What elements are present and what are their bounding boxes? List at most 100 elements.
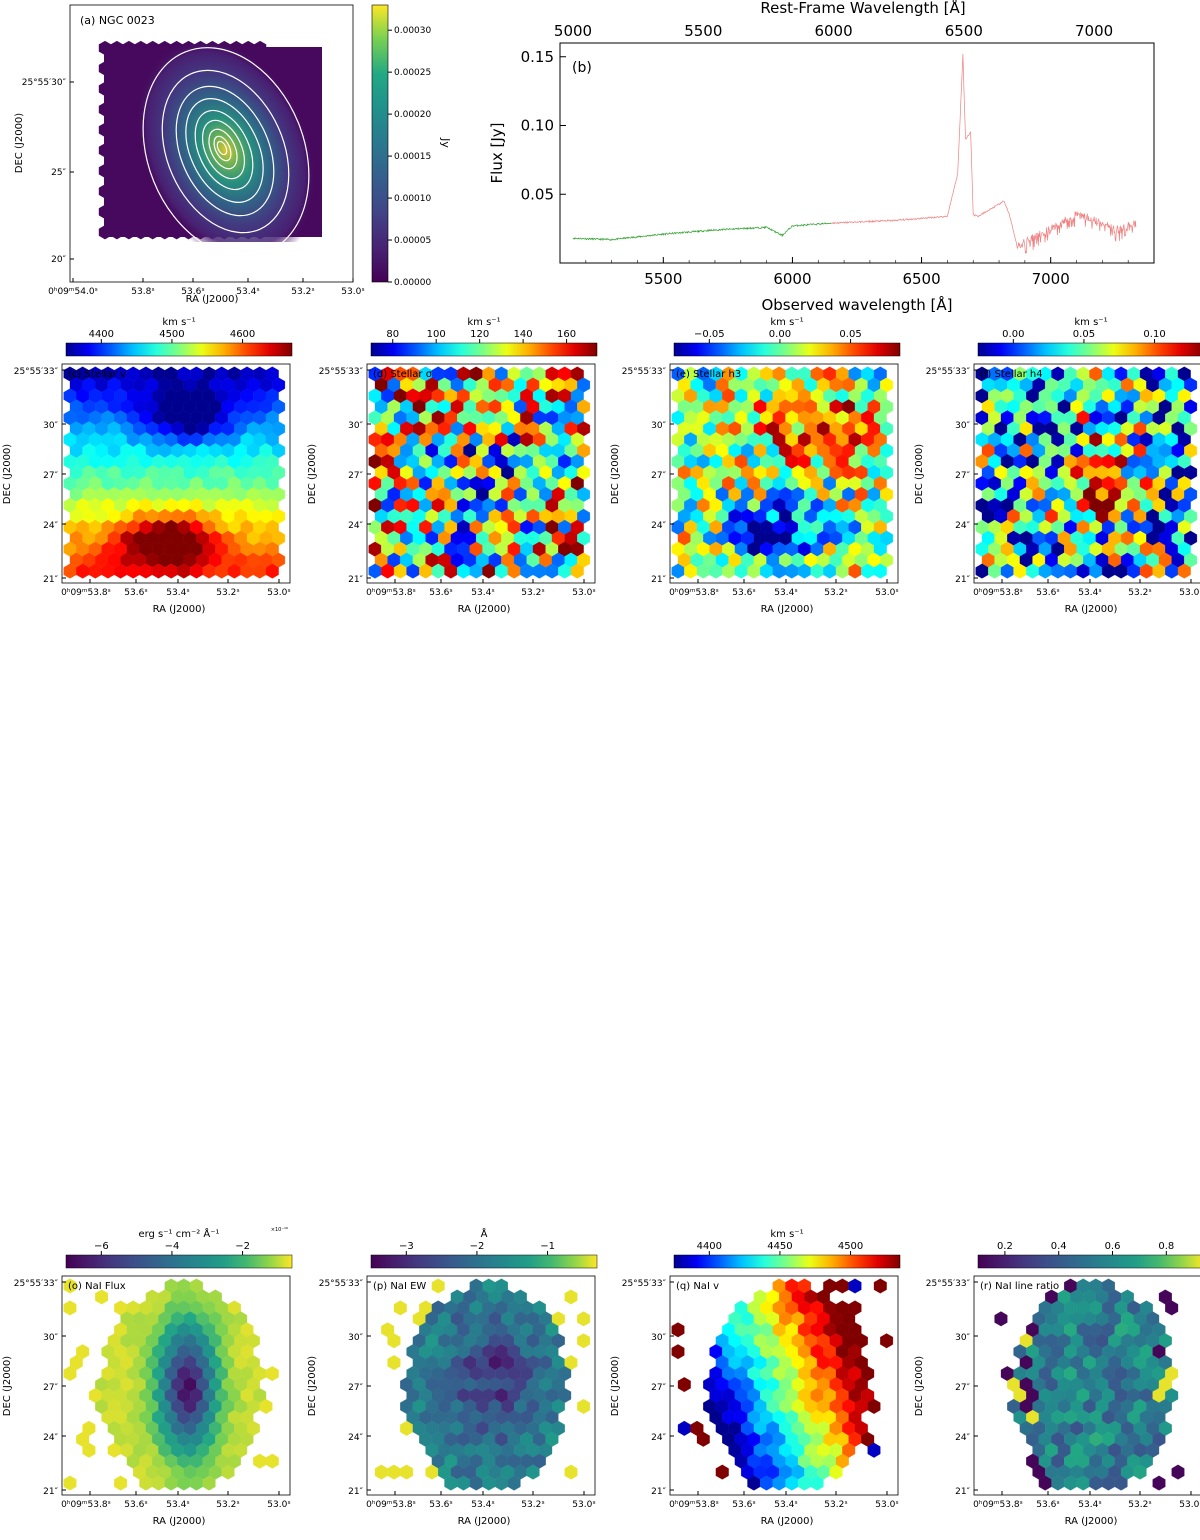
colorbar-tick-r: 0.2: [997, 1241, 1013, 1252]
map-ytick: 24″: [348, 521, 363, 531]
colorbar-p: [370, 1254, 598, 1269]
panel-a-colorbar-tick: 0.00015: [394, 152, 431, 162]
map-ytick: 25°55′33″: [622, 367, 667, 377]
map-xtick: 53.6ˢ: [1036, 588, 1059, 598]
colorbar-tick-f: 0.05: [1073, 329, 1095, 340]
panel-a-xtick: 53.0ˢ: [341, 287, 364, 297]
map-xtick: 53.6ˢ: [429, 588, 452, 598]
map-ytick: 21″: [43, 1487, 58, 1497]
map-xtick: 53.2ˢ: [1128, 1500, 1151, 1510]
map-xtick: 53.6ˢ: [429, 1500, 452, 1510]
contour-level: [175, 85, 275, 217]
map-ylabel: DEC (J2000): [610, 1356, 621, 1416]
panel-a-colorbar-label: Jy: [439, 137, 450, 148]
colorbar-tick-o: −2: [235, 1241, 250, 1252]
panel-b-ytick: 0.05: [521, 185, 554, 203]
map-ylabel: DEC (J2000): [2, 444, 13, 504]
flux-contours: [142, 47, 310, 257]
contour-level: [213, 135, 232, 162]
map-xtick: 53.6ˢ: [732, 588, 755, 598]
map-ytick: 24″: [43, 521, 58, 531]
map-xtick: 0ʰ09ᵐ53.8ˢ: [973, 588, 1023, 598]
colorbar-tick-p: −1: [540, 1241, 555, 1252]
map-ytick: 27″: [348, 471, 363, 481]
map-ytick: 27″: [43, 471, 58, 481]
contour-level: [208, 128, 238, 170]
map-xtick: 53.2ˢ: [216, 1500, 239, 1510]
spectrum-blue-series: [572, 222, 832, 241]
map-ytick: 21″: [348, 1487, 363, 1497]
colorbar-tick-f: 0.10: [1143, 329, 1165, 340]
map-xtick: 53.0ˢ: [572, 588, 595, 598]
map-xtick: 0ʰ09ᵐ53.8ˢ: [366, 588, 416, 598]
map-ytick: 30″: [955, 421, 970, 431]
map-ytick: 27″: [651, 1383, 666, 1393]
map-xtick: 53.2ˢ: [521, 588, 544, 598]
map-ytick: 27″: [651, 471, 666, 481]
map-label-e: (e) Stellar h3: [676, 369, 741, 380]
colorbar-tick-c: 4600: [230, 329, 255, 340]
map-xtick: 53.4ˢ: [471, 1500, 494, 1510]
map-panel-o: erg s⁻¹ cm⁻² Å⁻¹ ×10⁻¹⁶ −6 −4 −2 (o) NaI Flux…: [2, 1227, 293, 1527]
map-xtick: 53.4ˢ: [774, 588, 797, 598]
map-xlabel: RA (J2000): [153, 1516, 206, 1527]
colorbar-tick-d: 160: [557, 329, 576, 340]
panel-a-ylabel: DEC (J2000): [14, 113, 25, 173]
map-xtick: 0ʰ09ᵐ53.8ˢ: [669, 1500, 719, 1510]
panel-a-ytick: 25″: [51, 168, 66, 178]
map-xtick: 53.2ˢ: [824, 1500, 847, 1510]
map-ytick: 24″: [955, 521, 970, 531]
panel-b-label: (b): [572, 60, 592, 76]
map-ytick: 24″: [651, 521, 666, 531]
hex-bins-d: [368, 366, 591, 579]
hex-bins-f: [975, 366, 1198, 579]
hex-bins-o: [63, 1278, 279, 1491]
contour-level: [201, 119, 246, 180]
map-panel-r: 0.2 0.4 0.6 0.8 (r) NaI line ratio 0ʰ09ᵐ53.8ˢ…: [914, 1241, 1200, 1527]
map-xtick: 53.4ˢ: [1078, 1500, 1101, 1510]
panel-b: Rest-Frame Wavelength [Å] 5000 5500 6000 65…: [488, 0, 1155, 314]
map-ytick: 30″: [651, 421, 666, 431]
map-xtick: 53.6ˢ: [124, 1500, 147, 1510]
map-ytick: 24″: [43, 1433, 58, 1443]
map-label-r: (r) NaI line ratio: [980, 1281, 1059, 1292]
colorbar-tick-r: 0.8: [1158, 1241, 1174, 1252]
panel-b-xtick: 5500: [644, 270, 682, 288]
map-xtick: 0ʰ09ᵐ53.8ˢ: [366, 1500, 416, 1510]
panel-a-colorbar: [371, 4, 389, 283]
map-ytick: 21″: [651, 1487, 666, 1497]
map-ytick: 30″: [348, 421, 363, 431]
map-panel-c: km s⁻¹ 4400 4500 4600 (c) Stellar v 0ʰ09ᵐ53.8…: [2, 317, 293, 615]
hex-bins-p: [374, 1278, 591, 1491]
map-xtick: 53.0ˢ: [875, 1500, 898, 1510]
map-ytick: 25°55′33″: [926, 1279, 971, 1289]
spectrum-red-series: [831, 53, 1137, 254]
panel-a: (a) NGC 0023 0ʰ09ᵐ54.0ˢ 53.8ˢ 53.6ˢ 53.4ˢ 53…: [14, 4, 450, 305]
panel-b-xtick: 7000: [1032, 270, 1070, 288]
map-xlabel: RA (J2000): [761, 1516, 814, 1527]
contour-level: [216, 140, 228, 156]
colorbar-tick-e: 0.05: [839, 329, 861, 340]
map-ylabel: DEC (J2000): [914, 1356, 925, 1416]
colorbar-tick-q: 4500: [838, 1241, 863, 1252]
map-ylabel: DEC (J2000): [914, 444, 925, 504]
colorbar-tick-c: 4500: [159, 329, 184, 340]
map-ytick: 27″: [43, 1383, 58, 1393]
panel-a-ytick: 20″: [51, 255, 66, 265]
colorbar-unit-p: Å: [481, 1227, 488, 1240]
map-ytick: 30″: [43, 421, 58, 431]
map-ytick: 21″: [955, 1487, 970, 1497]
contour-level: [142, 47, 310, 257]
map-ytick: 21″: [348, 575, 363, 585]
panel-b-ytick: 0.10: [521, 117, 554, 135]
colorbar-unit-f: km s⁻¹: [1074, 317, 1107, 328]
map-xtick: 53.0ˢ: [875, 588, 898, 598]
map-xtick: 53.4ˢ: [166, 588, 189, 598]
colorbar-tick-f: 0.00: [1002, 329, 1024, 340]
colorbar-tick-d: 140: [514, 329, 533, 340]
map-xtick: 53.0ˢ: [267, 1500, 290, 1510]
map-label-o: (o) NaI Flux: [68, 1281, 126, 1292]
map-label-f: (f) Stellar h4: [980, 369, 1043, 380]
map-ytick: 25°55′33″: [319, 367, 364, 377]
map-xlabel: RA (J2000): [458, 1516, 511, 1527]
